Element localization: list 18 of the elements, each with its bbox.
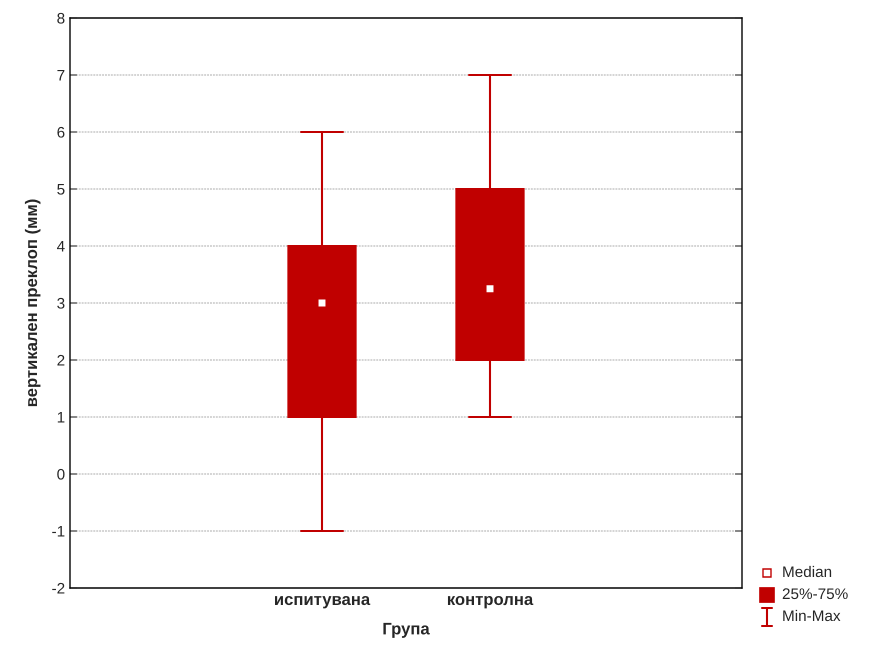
y-tick-label: 2 xyxy=(57,354,64,366)
y-tick-label: 5 xyxy=(57,184,64,195)
y-tick-label: 8 xyxy=(57,12,64,24)
text: 25%-75% xyxy=(782,588,848,600)
y-tick-label: 0 xyxy=(57,468,65,480)
y-axis-title: вертикален преклоп (мм) xyxy=(24,200,40,406)
x-axis-title: Група xyxy=(383,622,430,638)
x-tick-label: контролна xyxy=(448,596,534,608)
y-tick-label: 3 xyxy=(57,298,64,309)
text: Min-Max xyxy=(783,610,840,622)
text: Median xyxy=(783,566,832,578)
y-tick-label: 7 xyxy=(57,70,64,81)
y-tick-label: 4 xyxy=(56,241,65,252)
y-tick-label: -1 xyxy=(52,526,64,537)
y-tick-label: 6 xyxy=(57,126,64,138)
x-tick-label: испитувана xyxy=(275,596,370,608)
y-tick-label: -2 xyxy=(52,582,64,594)
y-tick-label: 1 xyxy=(58,412,64,423)
